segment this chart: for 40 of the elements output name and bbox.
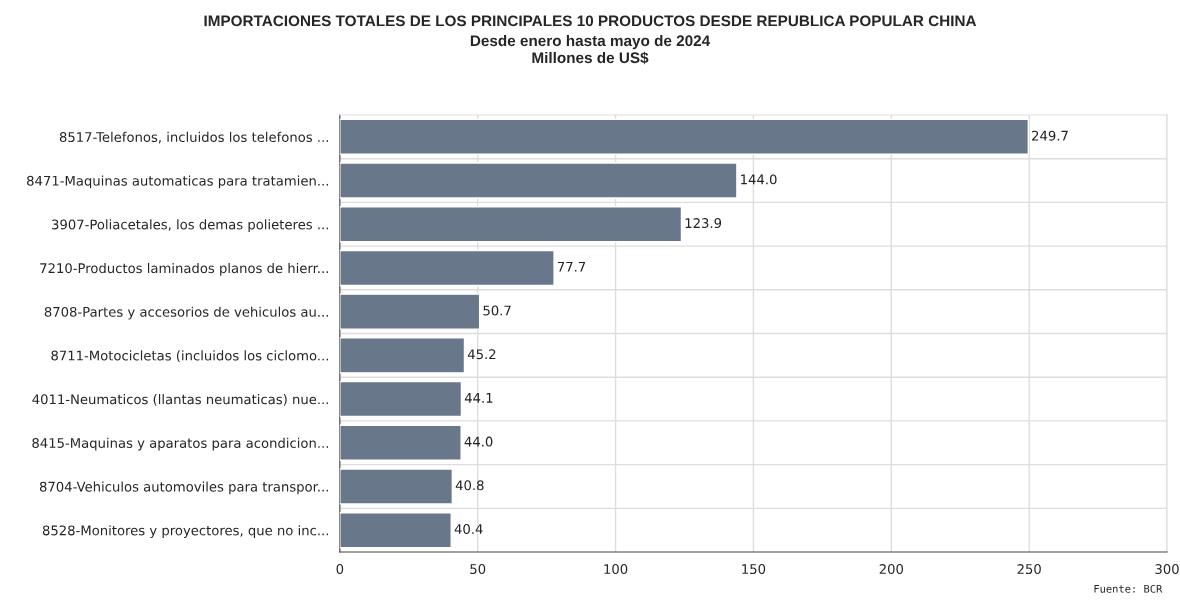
y-tick-label: 8471-Maquinas automaticas para tratamien... [27,175,329,189]
data-label: 123.9 [685,218,722,229]
source-note: Fuente: BCR [1094,584,1163,593]
y-tick-label: 7210-Productos laminados planos de hierr... [40,262,328,276]
bar [339,206,683,243]
x-tick-label: 0 [336,564,344,575]
x-tick-label: 200 [879,564,904,575]
data-label: 249.7 [1032,130,1068,141]
bar [339,380,463,418]
y-tick-label: 8708-Partes y accesorios de vehiculos au... [44,306,328,320]
y-tick-label: 4011-Neumaticos (llantas neumaticas) nue... [32,394,329,406]
bar [339,337,466,374]
bar [339,512,452,549]
x-tick-label: 150 [742,564,766,575]
data-label: 40.4 [454,524,483,535]
y-tick-label: 8415-Maquinas y aparatos para acondicion... [32,437,328,451]
data-label: 40.8 [455,480,484,491]
bar [339,293,481,330]
bar [339,468,454,505]
data-label: 45.2 [467,349,496,360]
data-label: 44.1 [464,393,493,403]
x-tick-label: 300 [1155,564,1179,575]
bar [339,424,462,461]
y-tick-label: 8528-Monitores y proyectores, que no inc... [42,525,328,538]
data-label: 44.0 [464,436,493,447]
x-tick-label: 250 [1017,564,1041,575]
bar [339,249,555,287]
data-label: 144.0 [741,174,777,185]
data-label: 77.7 [557,261,586,272]
x-tick-label: 100 [604,564,628,575]
chart-subtitle: Desde enero hasta mayo de 2024 Millones de US$ [470,34,711,65]
bar [339,162,738,199]
chart-title: IMPORTACIONES TOTALES DE LOS PRINCIPALES 10 PRODUCTOS DESDE REPUBLICA POPULAR CHINA [204,15,977,27]
y-tick-label: 3907-Poliacetales, los demas polieteres ... [52,219,328,232]
data-label: 50.7 [483,305,511,316]
y-tick-label: 8517-Telefonos, incluidos los telefonos ... [59,131,328,144]
bar [339,118,1030,156]
x-tick-label: 50 [470,564,486,575]
y-tick-label: 8711-Motocicletas (incluidos los ciclomo... [51,350,328,363]
y-tick-label: 8704-Vehiculos automoviles para transpor... [39,481,328,495]
